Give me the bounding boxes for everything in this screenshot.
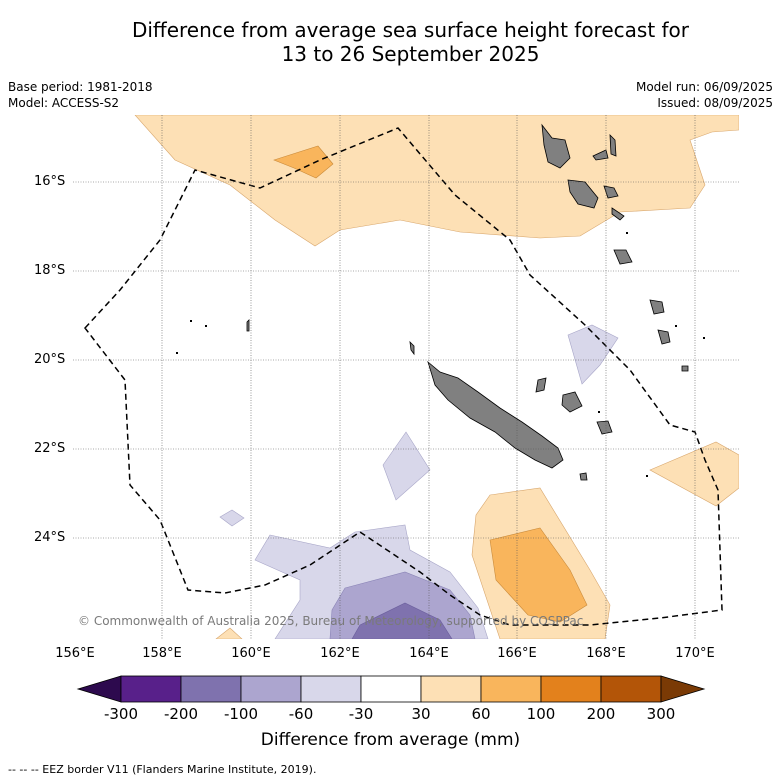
lon-label-156e: 156°E bbox=[55, 646, 95, 661]
colorbar-seg-7 bbox=[480, 675, 542, 703]
islet-4 bbox=[675, 325, 677, 327]
isle-of-pines bbox=[579, 472, 588, 481]
lon-label-166e: 166°E bbox=[497, 646, 537, 661]
colorbar bbox=[76, 675, 706, 703]
islet-2 bbox=[205, 325, 207, 327]
colorbar-seg-9 bbox=[600, 675, 662, 703]
map-area bbox=[73, 115, 739, 639]
matthew-island bbox=[649, 299, 665, 315]
eez-legend: -- -- -- EEZ border V11 (Flanders Marine… bbox=[8, 763, 317, 776]
anomaly-neg-100-200-south bbox=[351, 602, 453, 639]
colorbar-tick: -30 bbox=[348, 705, 374, 723]
eez-border bbox=[84, 127, 723, 626]
anomaly-30-60-north bbox=[134, 115, 739, 247]
anomaly-30-60-sw-corner bbox=[215, 627, 243, 639]
vanuatu-island-2 bbox=[592, 149, 609, 161]
meta-right: Model run: 06/09/2025 Issued: 08/09/2025 bbox=[636, 79, 773, 111]
vanuatu-island-6 bbox=[613, 249, 633, 265]
lon-label-162e: 162°E bbox=[320, 646, 360, 661]
land bbox=[246, 123, 689, 481]
chesterfield bbox=[246, 319, 250, 332]
colorbar-seg-2 bbox=[180, 675, 242, 703]
anomaly-neg-30-60-east bbox=[567, 324, 619, 385]
loyalty-mare bbox=[596, 420, 613, 435]
islet-6 bbox=[646, 475, 648, 477]
belep bbox=[409, 340, 415, 356]
anomaly-60-100-north bbox=[273, 145, 334, 179]
anomaly-60-100-south bbox=[489, 527, 588, 623]
islet-3 bbox=[176, 352, 178, 354]
lat-label-16s: 16°S bbox=[34, 174, 66, 189]
anomaly-30-60-east bbox=[649, 441, 739, 507]
vanuatu-island-1 bbox=[567, 179, 599, 209]
colorbar-extend-high bbox=[660, 675, 706, 703]
colorbar-tick: -200 bbox=[163, 705, 199, 723]
lon-label-160e: 160°E bbox=[231, 646, 271, 661]
colorbar-tick: -300 bbox=[103, 705, 139, 723]
islet-5 bbox=[703, 337, 705, 339]
islet-7 bbox=[598, 411, 600, 413]
colorbar-tick: -100 bbox=[223, 705, 259, 723]
anomaly-neg-30-60-central bbox=[382, 431, 431, 501]
lon-label-164e: 164°E bbox=[409, 646, 449, 661]
lon-label-168e: 168°E bbox=[586, 646, 626, 661]
loyalty-ouvea bbox=[535, 377, 547, 393]
lon-label-158e: 158°E bbox=[142, 646, 182, 661]
colorbar-tick: -60 bbox=[288, 705, 314, 723]
model-name: Model: ACCESS-S2 bbox=[8, 96, 120, 110]
colorbar-seg-4 bbox=[300, 675, 362, 703]
colorbar-label: Difference from average (mm) bbox=[260, 730, 521, 750]
colorbar-tick: 100 bbox=[526, 705, 556, 723]
issued-date: Issued: 08/09/2025 bbox=[657, 96, 773, 110]
lat-label-20s: 20°S bbox=[34, 352, 66, 367]
vanuatu-espiritu-santo bbox=[541, 123, 571, 169]
colorbar-seg-1 bbox=[120, 675, 182, 703]
colorbar-tick: 60 bbox=[471, 705, 491, 723]
island-east-1 bbox=[657, 329, 671, 345]
colorbar-seg-8 bbox=[540, 675, 602, 703]
map-title: Difference from average sea surface heig… bbox=[0, 18, 781, 66]
base-period: Base period: 1981-2018 bbox=[8, 80, 153, 94]
copyright-notice: © Commonwealth of Australia 2025, Bureau… bbox=[78, 614, 584, 628]
title-line-2: 13 to 26 September 2025 bbox=[281, 42, 540, 66]
loyalty-lifou bbox=[561, 391, 583, 413]
title-line-1: Difference from average sea surface heig… bbox=[131, 18, 690, 42]
vanuatu-island-4 bbox=[603, 185, 619, 199]
colorbar-tick: 200 bbox=[586, 705, 616, 723]
islets bbox=[176, 232, 705, 477]
colorbar-seg-5 bbox=[360, 675, 422, 703]
lat-label-18s: 18°S bbox=[34, 263, 66, 278]
colorbar-seg-3 bbox=[240, 675, 302, 703]
colorbar-extend-low bbox=[76, 675, 122, 703]
lon-label-170e: 170°E bbox=[675, 646, 715, 661]
anomaly-neg-30-60-small bbox=[219, 509, 245, 527]
model-run: Model run: 06/09/2025 bbox=[635, 80, 773, 94]
colorbar-seg-6 bbox=[420, 675, 482, 703]
island-east-2 bbox=[681, 365, 689, 372]
colorbar-tick: 300 bbox=[646, 705, 676, 723]
lat-label-22s: 22°S bbox=[34, 441, 66, 456]
gridlines bbox=[73, 115, 739, 639]
lat-label-24s: 24°S bbox=[34, 530, 66, 545]
colorbar-tick: 30 bbox=[411, 705, 431, 723]
vanuatu-island-3 bbox=[609, 133, 617, 157]
islet-1 bbox=[190, 320, 192, 322]
islet-8 bbox=[626, 232, 628, 234]
meta-left: Base period: 1981-2018 Model: ACCESS-S2 bbox=[8, 79, 153, 111]
new-caledonia bbox=[427, 360, 564, 469]
vanuatu-island-5 bbox=[611, 207, 625, 221]
